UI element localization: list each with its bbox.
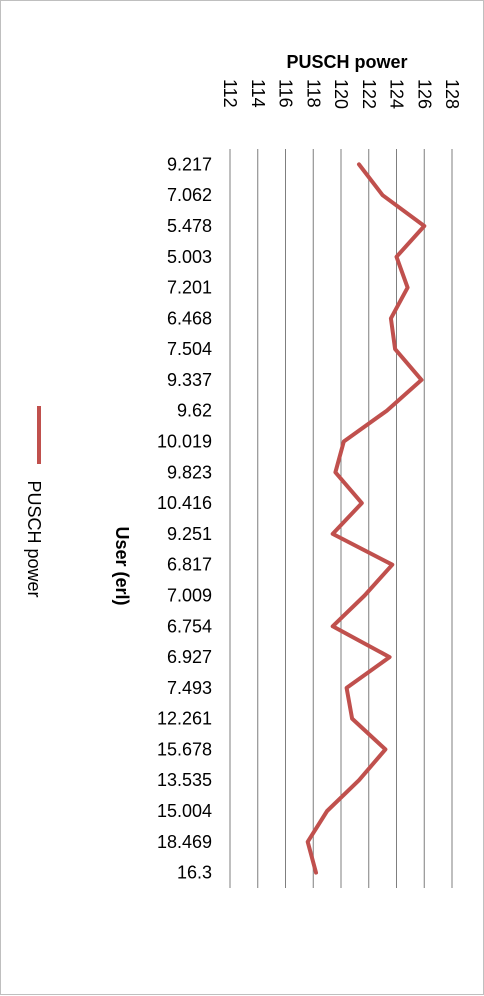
series-layer xyxy=(305,162,427,875)
category-label: 15.004 xyxy=(157,801,212,821)
category-label: 13.535 xyxy=(157,770,212,790)
category-label: 5.003 xyxy=(167,247,212,267)
category-label: 18.469 xyxy=(157,832,212,852)
value-tick-label: 128 xyxy=(442,79,462,109)
category-label: 6.754 xyxy=(167,616,212,636)
category-label: 7.493 xyxy=(167,678,212,698)
value-axis-ticks: 112 114 116 118 120 122 124 126 128 xyxy=(220,79,462,109)
category-label: 16.3 xyxy=(177,863,212,883)
chart-title: PUSCH power xyxy=(286,52,407,72)
category-label: 12.261 xyxy=(157,709,212,729)
category-label: 9.823 xyxy=(167,462,212,482)
category-axis-labels: 9.217 7.062 5.478 5.003 7.201 6.468 7.504 9.337… xyxy=(157,154,212,882)
value-tick-label: 126 xyxy=(414,79,434,109)
value-tick-label: 122 xyxy=(359,79,379,109)
category-label: 10.416 xyxy=(157,493,212,513)
value-tick-label: 120 xyxy=(331,79,351,109)
category-label: 10.019 xyxy=(157,432,212,452)
category-label: 15.678 xyxy=(157,739,212,759)
category-label: 9.217 xyxy=(167,154,212,174)
series-line xyxy=(305,162,427,875)
category-label: 6.468 xyxy=(167,308,212,328)
value-tick-label: 114 xyxy=(248,79,268,108)
category-label: 9.251 xyxy=(167,524,212,544)
category-label: 6.927 xyxy=(167,647,212,667)
gridlines xyxy=(229,149,453,888)
category-label: 7.201 xyxy=(167,278,212,298)
legend-label: PUSCH power xyxy=(24,480,44,597)
category-label: 9.62 xyxy=(177,401,212,421)
value-tick-label: 116 xyxy=(276,79,296,108)
category-label: 6.817 xyxy=(167,555,212,575)
category-label: 5.478 xyxy=(167,216,212,236)
value-tick-label: 118 xyxy=(303,79,323,108)
category-label: 7.009 xyxy=(167,585,212,605)
value-tick-label: 124 xyxy=(387,79,407,109)
category-label: 9.337 xyxy=(167,370,212,390)
category-label: 7.504 xyxy=(167,339,212,359)
category-label: 7.062 xyxy=(167,185,212,205)
value-tick-label: 112 xyxy=(220,79,240,108)
legend: PUSCH power xyxy=(24,406,44,598)
category-axis-title: User (erl) xyxy=(112,526,132,605)
